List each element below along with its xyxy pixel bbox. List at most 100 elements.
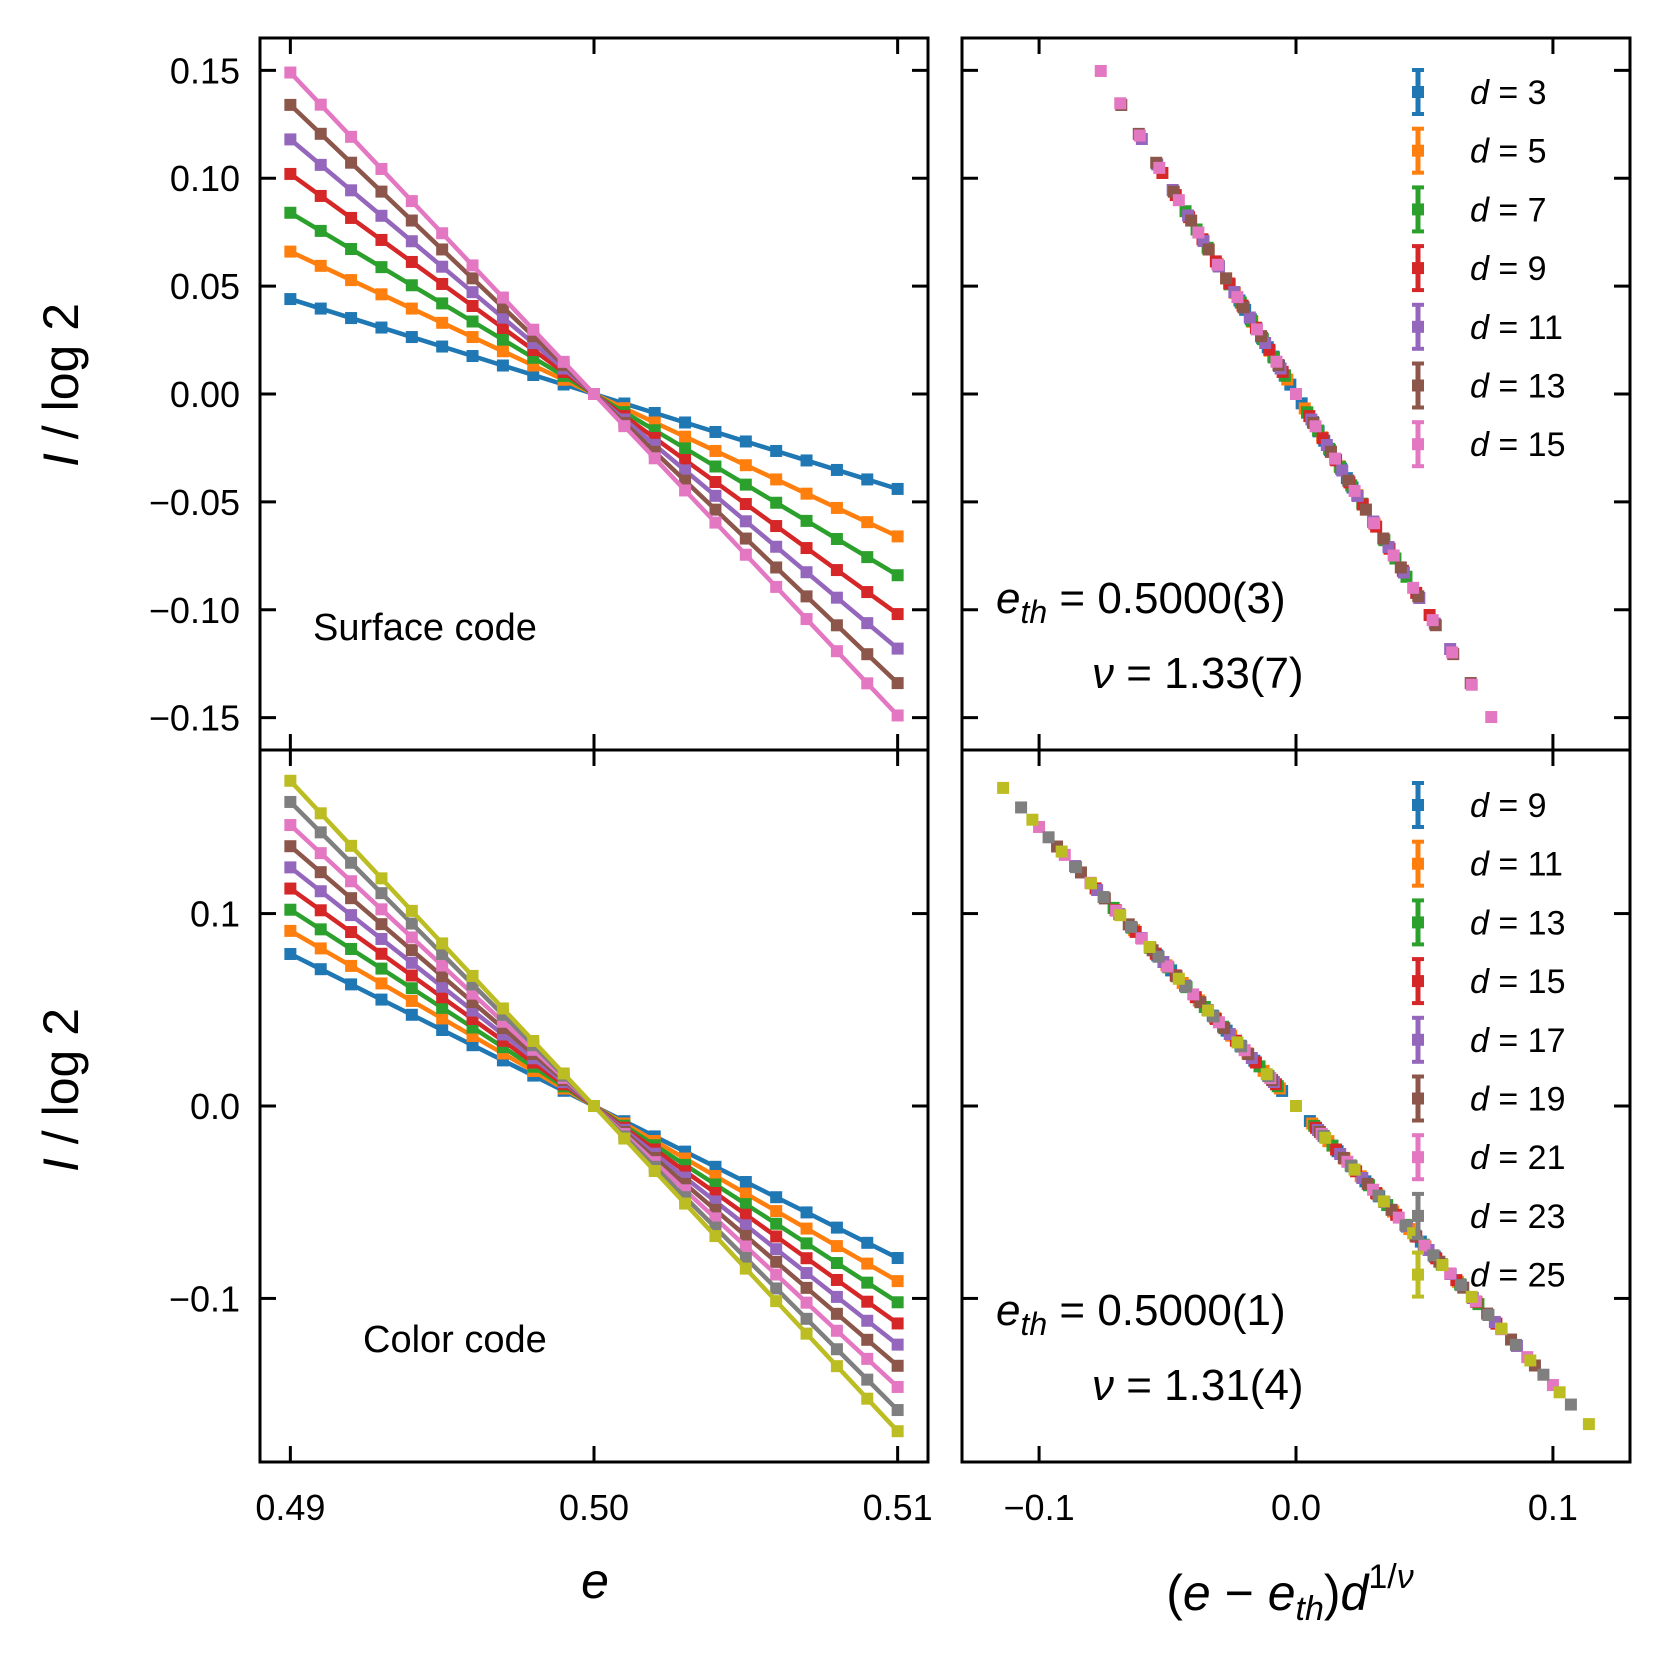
data-point: [375, 185, 388, 198]
color-fit-annotation: eth = 0.5000(1) ν = 1.31(4): [996, 1286, 1304, 1410]
data-point: [375, 288, 388, 301]
color-raw-ytick-label: 0.1: [190, 894, 240, 935]
collapse-point: [1436, 1259, 1449, 1272]
data-point: [800, 1237, 813, 1250]
data-point: [436, 260, 449, 273]
data-point: [618, 420, 631, 433]
data-point: [679, 430, 692, 443]
data-point: [770, 1295, 783, 1308]
data-point: [345, 892, 358, 905]
data-point: [739, 459, 752, 472]
legend-label: d = 17: [1470, 1022, 1566, 1060]
data-point: [800, 590, 813, 603]
legend-label: d = 13: [1470, 904, 1566, 942]
data-point: [830, 1273, 843, 1286]
surface-raw-ytick-label: −0.05: [149, 482, 240, 523]
data-point: [861, 1276, 874, 1289]
data-point: [861, 516, 874, 529]
data-point: [679, 484, 692, 497]
data-point: [648, 406, 661, 419]
legend-label: d = 9: [1470, 250, 1547, 288]
y-axis-label-bottom: I / log 2: [33, 1008, 89, 1172]
data-point: [314, 942, 327, 955]
data-point: [739, 1198, 752, 1211]
collapse-point: [1270, 355, 1283, 368]
data-point: [345, 243, 358, 256]
data-point: [345, 274, 358, 287]
data-point: [861, 648, 874, 661]
legend-item: d = 9: [1412, 244, 1547, 293]
legend-label: d = 11: [1470, 309, 1563, 347]
collapse-point: [1084, 877, 1097, 890]
data-point: [830, 1307, 843, 1320]
data-point: [800, 1222, 813, 1235]
data-point: [527, 369, 540, 382]
data-point: [314, 963, 327, 976]
surface-raw-ytick-label: 0.15: [170, 50, 240, 91]
data-point: [375, 233, 388, 246]
data-point: [861, 1295, 874, 1308]
data-point: [891, 1359, 904, 1372]
data-point: [436, 959, 449, 972]
data-point: [345, 875, 358, 888]
legend-item: d = 11: [1412, 839, 1563, 888]
data-point: [314, 224, 327, 237]
data-point: [800, 454, 813, 467]
data-point: [800, 487, 813, 500]
data-point: [830, 1324, 843, 1337]
collapse-point: [1465, 1290, 1478, 1303]
color-collapse-xtick-label: 0.0: [1271, 1487, 1321, 1528]
data-point: [709, 460, 722, 473]
color-collapse-xtick-label: −0.1: [1004, 1487, 1075, 1528]
data-point: [861, 1373, 874, 1386]
data-point: [284, 795, 297, 808]
data-point: [770, 520, 783, 533]
legend-item: d = 17: [1412, 1015, 1566, 1064]
collapse-point: [1192, 226, 1205, 239]
x-axis-label-left: e: [581, 1553, 609, 1609]
data-point: [345, 130, 358, 143]
data-point: [739, 548, 752, 561]
panel-color-raw: 0.49 0.50 0.51 −0.1 0.0 0.1: [169, 748, 933, 1528]
data-point: [891, 709, 904, 722]
data-point: [375, 903, 388, 916]
data-point: [284, 882, 297, 895]
data-point: [284, 167, 297, 180]
data-point: [527, 1034, 540, 1047]
data-point: [861, 1333, 874, 1346]
data-point: [314, 866, 327, 879]
data-point: [891, 569, 904, 582]
data-point: [284, 840, 297, 853]
data-point: [284, 245, 297, 258]
legend-item: d = 19: [1412, 1074, 1566, 1123]
data-point: [861, 1314, 874, 1327]
data-point: [284, 924, 297, 937]
data-point: [891, 530, 904, 543]
collapse-point: [1172, 194, 1185, 207]
data-point: [891, 1275, 904, 1288]
data-point: [679, 1197, 692, 1210]
data-point: [375, 209, 388, 222]
data-point: [709, 1230, 722, 1243]
collapse-point: [1418, 1239, 1431, 1252]
color-code-label: Color code: [363, 1319, 547, 1361]
collapse-point: [1133, 129, 1146, 142]
data-point: [739, 1262, 752, 1275]
data-point: [436, 1012, 449, 1025]
data-point: [436, 316, 449, 329]
collapse-point: [1114, 909, 1127, 922]
data-point: [739, 532, 752, 545]
data-point: [466, 1039, 479, 1052]
data-point: [405, 956, 418, 969]
legend-item: d = 5: [1412, 126, 1547, 175]
data-point: [770, 1268, 783, 1281]
data-point: [436, 937, 449, 950]
surface-raw-ytick-label: 0.10: [170, 158, 240, 199]
data-point: [345, 312, 358, 325]
data-point: [800, 1281, 813, 1294]
data-point: [436, 980, 449, 993]
data-point: [284, 98, 297, 111]
data-point: [466, 315, 479, 328]
data-point: [800, 514, 813, 527]
